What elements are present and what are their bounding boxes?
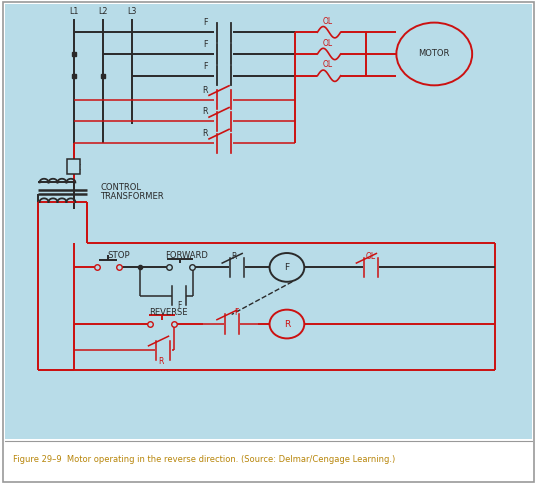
Text: L3: L3 (127, 7, 136, 16)
Text: OL: OL (323, 39, 333, 47)
Text: FORWARD: FORWARD (165, 251, 208, 260)
Text: R: R (202, 107, 208, 116)
Text: MOTOR: MOTOR (418, 49, 450, 59)
Text: F: F (203, 61, 208, 71)
Text: OL: OL (323, 60, 333, 69)
Text: L1: L1 (69, 7, 78, 16)
Text: F: F (177, 301, 181, 310)
FancyBboxPatch shape (68, 159, 80, 174)
Text: R: R (231, 252, 237, 261)
Text: F: F (203, 40, 208, 49)
Text: OL: OL (366, 252, 376, 261)
Text: F: F (235, 308, 239, 317)
Text: STOP: STOP (107, 251, 130, 260)
Text: OL: OL (323, 17, 333, 26)
Text: R: R (284, 319, 290, 329)
Text: R: R (202, 86, 208, 94)
Text: CONTROL: CONTROL (100, 183, 141, 192)
Text: F: F (285, 263, 289, 272)
Text: R: R (202, 129, 208, 138)
Text: REVERSE: REVERSE (149, 308, 188, 317)
Text: F: F (203, 18, 208, 27)
Text: L2: L2 (98, 7, 107, 16)
Text: TRANSFORMER: TRANSFORMER (100, 192, 164, 201)
Text: Figure 29–9  Motor operating in the reverse direction. (Source: Delmar/Cengage L: Figure 29–9 Motor operating in the rever… (13, 455, 396, 464)
Text: R: R (158, 357, 163, 365)
